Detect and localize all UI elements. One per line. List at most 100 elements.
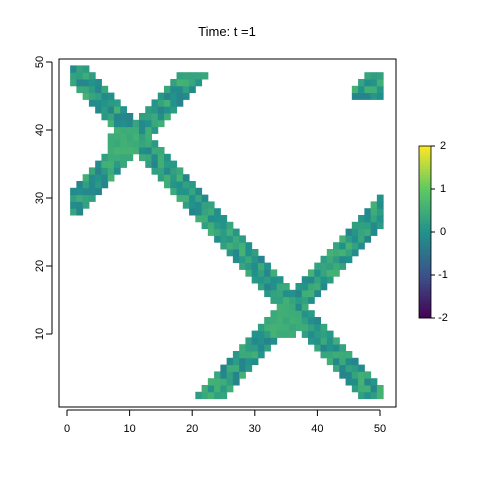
heatmap-cell bbox=[257, 344, 265, 352]
heatmap-cell bbox=[220, 221, 228, 230]
heatmap-cell bbox=[70, 187, 77, 196]
heatmap-cell bbox=[145, 126, 153, 134]
heatmap-cell bbox=[333, 364, 340, 372]
heatmap-cell bbox=[232, 378, 240, 386]
heatmap-cell bbox=[170, 92, 178, 100]
heatmap-cell bbox=[345, 364, 353, 372]
heatmap-cell bbox=[245, 337, 253, 345]
heatmap-cell bbox=[176, 187, 184, 196]
heatmap-cell bbox=[276, 296, 284, 304]
heatmap-cell bbox=[257, 255, 265, 264]
x-tick-label: 50 bbox=[374, 423, 386, 435]
heatmap-cell bbox=[264, 330, 271, 338]
heatmap-cell bbox=[164, 167, 171, 175]
heatmap-cell bbox=[170, 174, 178, 182]
heatmap-cell bbox=[95, 106, 102, 114]
heatmap-cell bbox=[120, 119, 127, 128]
heatmap-cell bbox=[201, 194, 209, 202]
heatmap-cell bbox=[107, 167, 115, 175]
heatmap-cell bbox=[257, 330, 265, 338]
heatmap-cell bbox=[195, 201, 203, 209]
heatmap-cell bbox=[308, 323, 315, 332]
heatmap-cell bbox=[138, 126, 146, 134]
heatmap-cell bbox=[207, 378, 215, 386]
heatmap-cell bbox=[226, 228, 234, 236]
heatmap-cell bbox=[245, 255, 253, 264]
colorbar-segment bbox=[419, 194, 431, 198]
heatmap-cell bbox=[370, 201, 378, 209]
heatmap-cell bbox=[76, 208, 84, 216]
heatmap-cell bbox=[176, 85, 184, 94]
colorbar-segment bbox=[419, 263, 431, 267]
heatmap-cell bbox=[308, 337, 315, 345]
heatmap-cell bbox=[82, 85, 90, 94]
heatmap-cell bbox=[113, 106, 121, 114]
colorbar-segment bbox=[419, 315, 431, 319]
heatmap-cell bbox=[132, 140, 140, 148]
heatmap-cell bbox=[358, 85, 365, 94]
heatmap-cell bbox=[226, 378, 234, 386]
heatmap-cell bbox=[138, 113, 146, 121]
heatmap-cell bbox=[132, 119, 140, 128]
colorbar-segment bbox=[419, 168, 431, 173]
heatmap-cell bbox=[220, 378, 228, 386]
colorbar-segment bbox=[419, 234, 431, 239]
heatmap-cell bbox=[214, 385, 221, 393]
heatmap-cell bbox=[376, 391, 384, 400]
heatmap-cell bbox=[101, 153, 109, 162]
heatmap-cell bbox=[339, 357, 347, 366]
heatmap-cell bbox=[289, 317, 296, 325]
heatmap-cell bbox=[176, 181, 184, 189]
heatmap-cell bbox=[364, 208, 372, 216]
heatmap-cell bbox=[151, 113, 159, 121]
heatmap-cell bbox=[251, 276, 259, 284]
heatmap-cell bbox=[132, 147, 140, 155]
heatmap-cell bbox=[257, 276, 265, 284]
heatmap-cell bbox=[214, 221, 221, 230]
heatmap-cell bbox=[264, 323, 271, 332]
heatmap-cell bbox=[145, 153, 153, 162]
heatmap-cell bbox=[101, 106, 109, 114]
colorbar-tick-label: -1 bbox=[438, 269, 448, 281]
heatmap-cell bbox=[157, 167, 165, 175]
heatmap-cell bbox=[333, 255, 340, 264]
heatmap-cell bbox=[107, 174, 115, 182]
heatmap-cell bbox=[295, 303, 303, 311]
heatmap-cell bbox=[245, 344, 253, 352]
heatmap-cell bbox=[289, 296, 296, 304]
heatmap-cell bbox=[345, 357, 353, 366]
colorbar-segment bbox=[419, 232, 431, 236]
heatmap-cell bbox=[320, 330, 328, 338]
heatmap-cell bbox=[76, 79, 84, 87]
heatmap-cell bbox=[364, 235, 372, 243]
heatmap-cell bbox=[170, 85, 178, 94]
heatmap-cell bbox=[95, 187, 102, 196]
colorbar-segment bbox=[419, 266, 431, 270]
heatmap-cell bbox=[164, 181, 171, 189]
heatmap-cell bbox=[82, 79, 90, 87]
y-axis: 10 20 30 40 50 bbox=[34, 56, 53, 340]
heatmap-cell bbox=[239, 235, 246, 243]
colorbar-segment bbox=[419, 257, 431, 262]
heatmap-cell bbox=[232, 357, 240, 366]
heatmap-cell bbox=[326, 249, 334, 257]
heatmap-cell bbox=[326, 269, 334, 277]
heatmap-cell bbox=[295, 323, 303, 332]
heatmap-cell bbox=[245, 262, 253, 270]
colorbar-segment bbox=[419, 191, 431, 196]
heatmap-cell bbox=[138, 153, 146, 162]
heatmap-cell bbox=[126, 153, 134, 162]
heatmap-cell bbox=[164, 106, 171, 114]
heatmap-cell bbox=[232, 242, 240, 250]
heatmap-cell bbox=[226, 235, 234, 243]
heatmap-cell bbox=[308, 317, 315, 325]
colorbar-segment bbox=[419, 260, 431, 264]
colorbar-segment bbox=[419, 246, 431, 250]
heatmap-cell bbox=[157, 106, 165, 114]
heatmap-cell bbox=[282, 296, 290, 304]
heatmap-cell bbox=[239, 249, 246, 257]
x-tick-label: 40 bbox=[311, 423, 323, 435]
heatmap-cell bbox=[151, 99, 159, 107]
heatmap-cell bbox=[138, 119, 146, 128]
